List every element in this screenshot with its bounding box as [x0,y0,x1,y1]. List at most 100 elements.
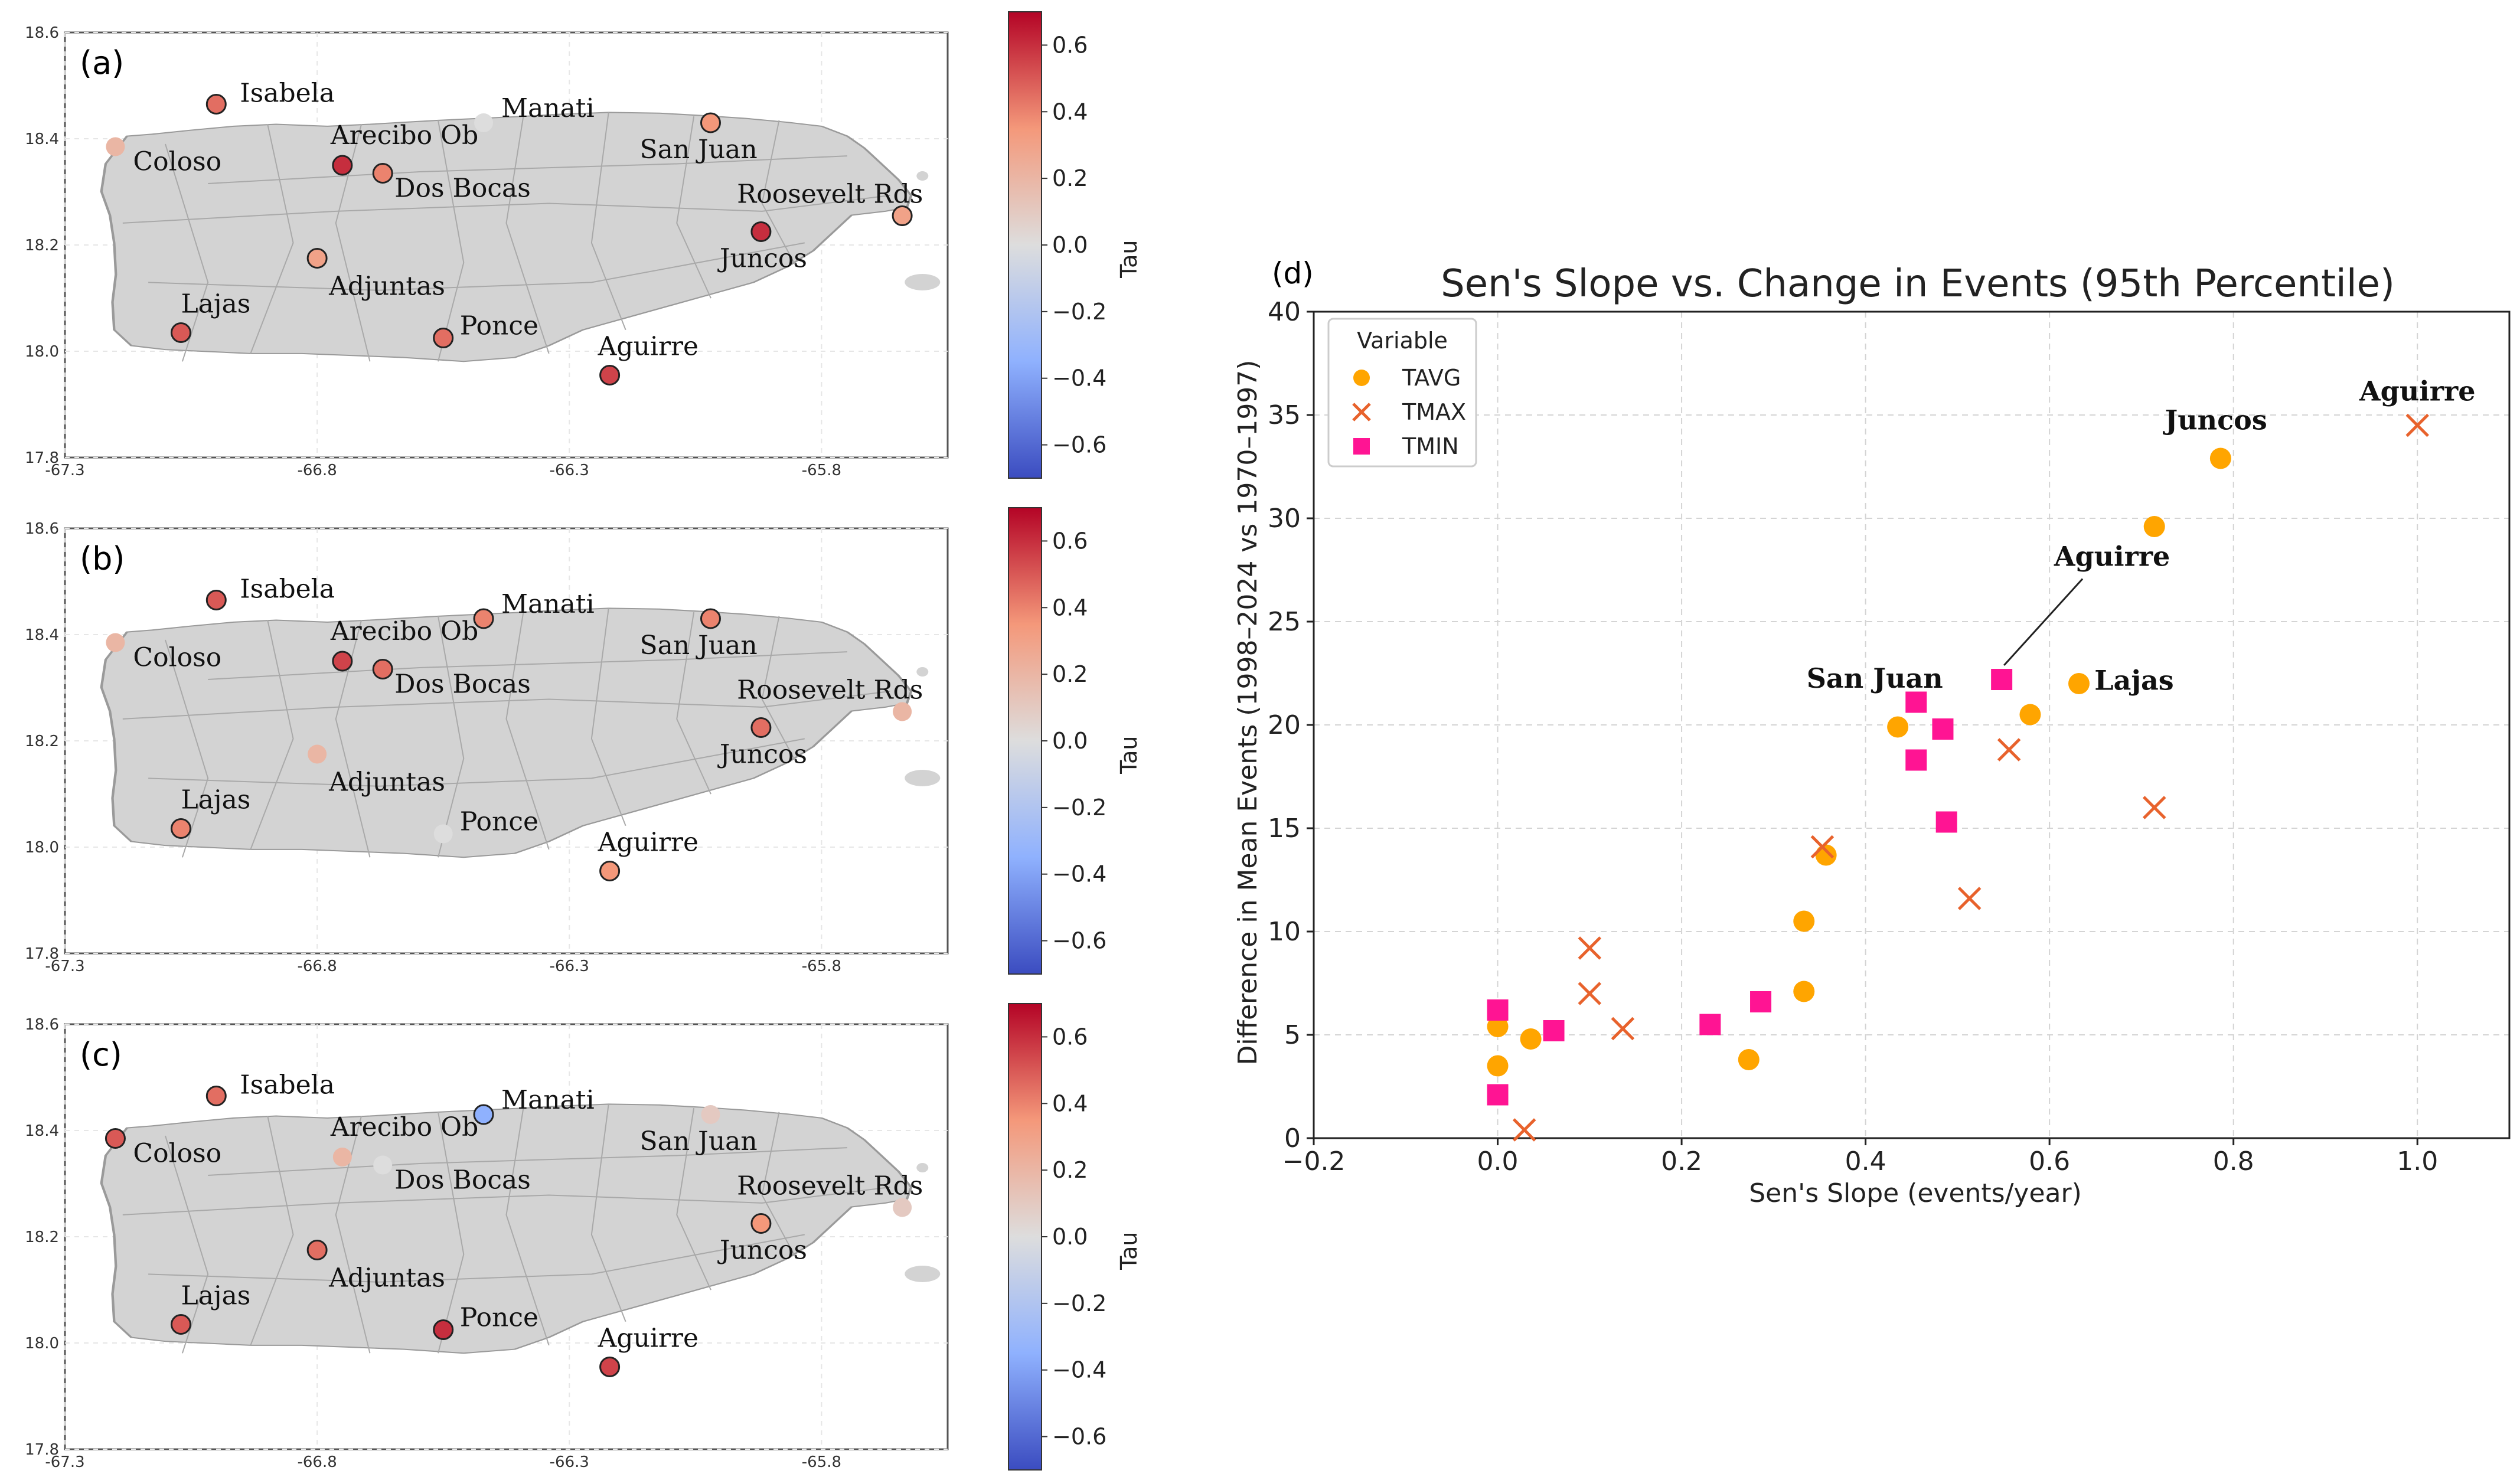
colorbar-tick: −0.6 [1052,928,1106,954]
station-label: San Juan [639,630,757,661]
colorbar-label: Tau [1116,240,1142,279]
point-tavg [2019,704,2041,726]
point-tavg [2068,673,2090,694]
colorbar [1008,11,1042,479]
station-label: Coloso [133,643,221,673]
municipality-border [438,616,465,858]
municipality-border [250,1116,294,1346]
municipality-border [122,195,890,224]
map-y-tick: 17.8 [25,449,59,467]
legend-label-tavg: TAVG [1402,365,1461,391]
colorbar-tick: 0.2 [1052,165,1088,191]
map-y-tick: 18.4 [25,626,59,644]
station-label: Adjuntas [328,1263,445,1293]
station-marker [205,1086,227,1106]
station-label: Coloso [133,147,221,177]
point-tmax [2142,796,2166,819]
map-y-tick: 18.4 [25,1122,59,1140]
station-label: Manati [501,93,595,123]
point-tavg [1793,981,1815,1002]
station-marker [205,94,227,115]
map-x-tick: -67.3 [45,462,84,479]
point-tmin [1932,718,1954,740]
scatter-xlabel: Sen's Slope (events/year) [1749,1178,2082,1208]
station-marker [433,824,453,844]
colorbar-tick: 0.2 [1052,1157,1088,1183]
annotation-label: Juncos [2162,404,2267,436]
y-tick-label: 15 [1268,813,1301,844]
municipality-border [761,1112,797,1259]
colorbar [1008,507,1042,975]
municipality-border [250,620,294,850]
legend-marker-tmax [1352,403,1371,421]
station-marker [473,608,494,629]
point-tavg [1738,1049,1760,1070]
point-tmin [1905,691,1927,713]
legend-label-tmin: TMIN [1402,433,1459,459]
map-x-tick: -65.8 [802,958,841,975]
point-tavg [1887,716,1909,738]
station-label: Lajas [181,785,250,815]
annotation-label: Aguirre [2359,375,2476,407]
map-y-tick: 18.6 [25,1016,59,1034]
colorbar-tick: −0.4 [1052,365,1106,391]
municipality-border [208,1147,848,1176]
station-label: Coloso [133,1139,221,1169]
point-tmax [1578,982,1602,1005]
y-tick-label: 20 [1268,710,1301,740]
colorbar-tick: 0.0 [1052,232,1088,258]
municipality-border [335,620,371,858]
y-tick-label: 5 [1284,1020,1301,1050]
point-tmax [1997,738,2021,762]
station-label: Lajas [181,1281,250,1311]
municipality-border [590,1104,626,1322]
point-tavg [1793,910,1815,932]
map-x-tick: -66.8 [298,462,337,479]
station-label: Isabela [240,574,335,604]
station-marker [700,608,721,629]
scatter-panel: (d) Sen's Slope vs. Change in Events (95… [1233,256,2511,1208]
point-tavg [2143,516,2165,537]
point-tmax-stroke [1578,936,1602,960]
station-marker [700,112,721,133]
colorbar [1008,1003,1042,1471]
station-label: Aguirre [598,1324,698,1354]
station-label: Ponce [460,807,538,837]
map-panels: -67.3 -66.8 -66.3 -65.8 18.6 18.4 18.2 18.0 17.8… [25,11,1142,1471]
station-marker [750,717,772,738]
point-tmax [1810,835,1834,859]
station-label: Aguirre [598,828,698,858]
map-x-tick: -65.8 [802,462,841,479]
map-x-tick: -66.3 [550,462,589,479]
municipality-border [676,612,711,795]
station-label: San Juan [639,135,757,165]
y-tick-label: 25 [1268,607,1301,637]
colorbar-tick: −0.2 [1052,795,1106,821]
point-tmin [1699,1014,1721,1035]
y-tick-label: 35 [1268,400,1301,430]
colorbar-tick: 0.0 [1052,1224,1088,1250]
station-label: Manati [501,589,595,619]
station-label: Juncos [717,1236,807,1266]
station-label: Ponce [460,1303,538,1333]
x-tick-label: 0.8 [2213,1146,2254,1177]
municipality-border [208,651,848,680]
station-label: Adjuntas [328,272,445,302]
station-label: Arecibo Ob [330,120,478,151]
station-marker [372,163,393,184]
culebra-island [916,667,929,677]
municipality-border [676,1107,711,1290]
municipality-border [590,112,626,331]
point-tavg [1520,1028,1542,1050]
station-marker [599,861,621,881]
y-tick-label: 30 [1268,504,1301,534]
point-tmin [1487,999,1509,1021]
map-y-tick: 17.8 [25,945,59,963]
station-label: Adjuntas [328,767,445,798]
colorbar-tick: 0.6 [1052,1024,1088,1050]
legend-marker-tmax-stroke [1352,403,1371,421]
municipality-border [148,738,805,787]
station-marker [473,1104,494,1125]
map-x-tick: -66.8 [298,1453,337,1471]
station-label: Roosevelt Rds [737,179,923,210]
